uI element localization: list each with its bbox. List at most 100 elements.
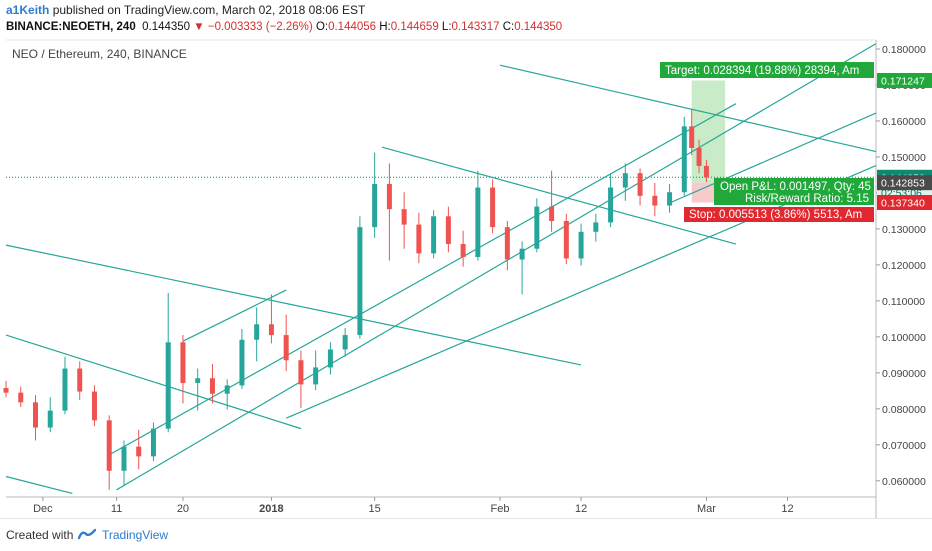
candle <box>136 429 142 470</box>
chart-title: NEO / Ethereum, 240, BINANCE <box>12 47 187 61</box>
y-tick-label: 0.180000 <box>882 44 926 56</box>
x-tick-label: 15 <box>369 503 381 515</box>
candle <box>689 109 695 156</box>
candle-body <box>637 173 643 196</box>
candle-body <box>32 402 38 428</box>
stop-price-tag: 0.137340 <box>881 198 925 210</box>
candle-body <box>445 216 451 245</box>
candle-body <box>681 126 687 193</box>
candle-body <box>608 187 614 223</box>
trendline-7 <box>381 146 737 245</box>
candle-body <box>652 195 658 206</box>
high-label: H: <box>379 21 391 33</box>
candle <box>637 168 643 206</box>
candle <box>224 379 230 410</box>
y-axis[interactable]: 0.060000 0.070000 0.080000 0.090000 0.100000… <box>876 44 926 488</box>
candle-body <box>106 420 112 471</box>
candle <box>504 221 510 271</box>
x-tick-label: Dec <box>33 503 53 515</box>
candle <box>608 174 614 228</box>
candle <box>342 327 348 357</box>
candle-body <box>504 227 510 260</box>
candle <box>475 170 481 261</box>
candle-body <box>121 446 127 471</box>
candle <box>254 307 260 362</box>
candle-body <box>91 391 97 421</box>
price-chart[interactable]: NEO / Ethereum, 240, BINANCE Target: 0.0… <box>0 0 932 518</box>
x-tick-label: Mar <box>697 503 716 515</box>
low-label: L: <box>441 21 452 33</box>
candle-body <box>593 222 599 232</box>
rr-label: Risk/Reward Ratio: 5.15 <box>745 193 869 205</box>
candle <box>652 182 658 217</box>
author-link[interactable]: a1Keith <box>6 3 50 17</box>
candle-body <box>460 244 466 257</box>
close-value: 0.144350 <box>514 21 563 33</box>
candle-body <box>622 173 628 188</box>
candle <box>681 116 687 196</box>
trendline-8 <box>499 64 877 153</box>
candle-body <box>696 147 702 166</box>
trendline-1 <box>5 244 582 366</box>
candle-body <box>180 342 186 383</box>
candle-body <box>224 385 230 394</box>
candle-body <box>689 126 695 148</box>
publish-line: a1Keith published on TradingView.com, Ma… <box>6 3 365 17</box>
candle-body <box>416 224 422 254</box>
candle-body <box>165 342 171 429</box>
entry-price-tag-bg <box>877 175 932 191</box>
y-tick-label: 0.150000 <box>882 152 926 164</box>
trendline-10 <box>669 112 877 204</box>
candle-body <box>195 378 201 383</box>
trendline-6 <box>182 289 287 342</box>
trendline-4 <box>108 103 737 456</box>
y-tick-label: 0.110000 <box>882 296 925 308</box>
stop-label-bg <box>684 207 874 222</box>
candle <box>313 350 319 391</box>
x-tick-label: 12 <box>575 503 587 515</box>
candle <box>357 216 363 339</box>
candle <box>445 206 451 253</box>
x-axis[interactable]: Dec 11 20 2018 15 Feb 12 Mar 12 <box>33 497 794 515</box>
candle-body <box>519 248 525 260</box>
candle-body <box>578 231 584 259</box>
price-change: −0.003333 (−2.26%) <box>207 21 313 33</box>
candle-body <box>62 368 68 411</box>
candle <box>77 361 83 400</box>
y-tick-label: 0.160000 <box>882 116 926 128</box>
x-tick-label: Feb <box>490 503 509 515</box>
entry-price-tag: 0.142853 <box>881 178 925 190</box>
candle <box>401 192 407 249</box>
candle <box>372 152 378 238</box>
candle-body <box>47 410 53 428</box>
target-label-bg <box>660 62 874 78</box>
symbol: BINANCE:NEOETH, 240 <box>6 21 136 33</box>
y-tick-label: 0.100000 <box>882 332 926 344</box>
candle-body <box>386 183 392 210</box>
candle <box>180 335 186 404</box>
y-tick-label: 0.090000 <box>882 368 926 380</box>
candle <box>165 292 171 433</box>
y-tick-label: 0.080000 <box>882 404 926 416</box>
candle <box>298 350 304 409</box>
candle <box>121 440 127 486</box>
trendlines[interactable] <box>5 43 877 494</box>
candle-body <box>150 428 156 457</box>
pnl-label: Open P&L: 0.001497, Qty: 45 <box>720 181 871 193</box>
tradingview-link[interactable]: TradingView <box>102 528 169 542</box>
candle-body <box>18 392 24 403</box>
candle <box>431 210 437 259</box>
candle <box>519 241 525 295</box>
down-arrow-icon: ▼ <box>193 21 205 33</box>
candle <box>283 314 289 372</box>
candle-body <box>667 192 673 206</box>
candle <box>47 397 53 433</box>
candle <box>209 363 215 404</box>
candle <box>239 328 245 390</box>
candle-body <box>313 367 319 385</box>
candle <box>578 223 584 266</box>
candle <box>593 213 599 242</box>
candle <box>3 380 9 398</box>
candle <box>416 212 422 264</box>
candle <box>534 198 540 253</box>
